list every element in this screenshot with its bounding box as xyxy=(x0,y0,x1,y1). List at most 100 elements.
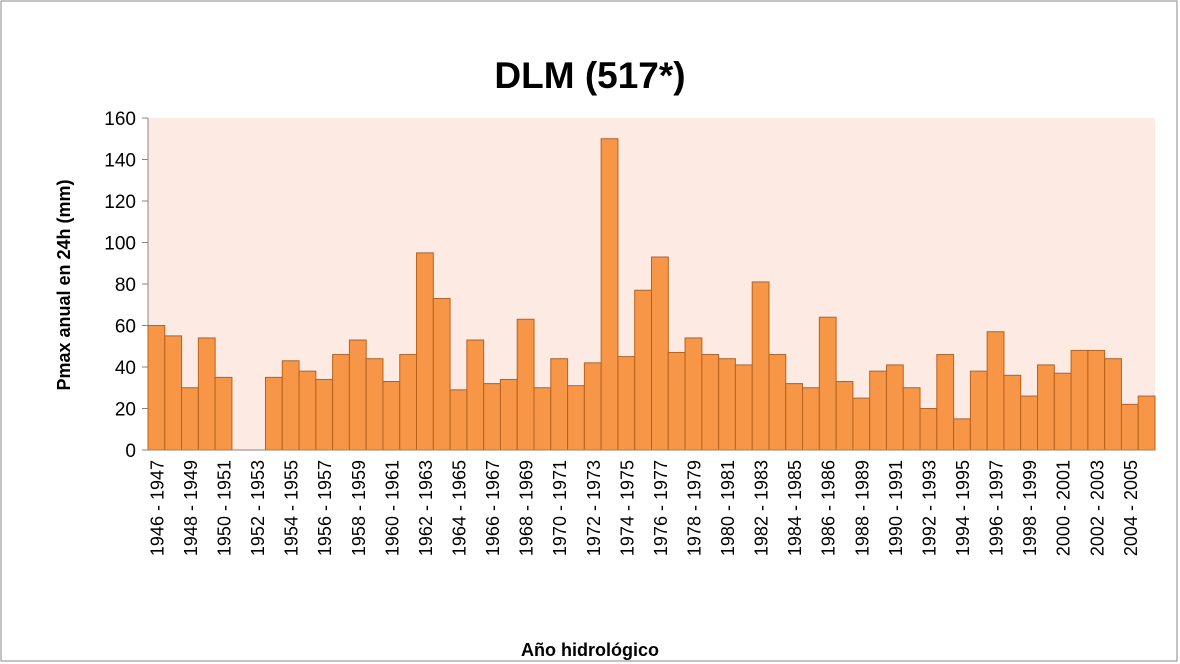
bar xyxy=(1104,358,1122,451)
bar xyxy=(567,385,585,451)
bar xyxy=(651,256,669,451)
bar xyxy=(1020,395,1039,451)
bar xyxy=(919,408,938,451)
bar xyxy=(751,281,770,451)
bar xyxy=(399,354,418,451)
bar xyxy=(667,351,686,451)
x-tick-label: 2002 - 2003 xyxy=(1087,460,1107,556)
x-tick-label: 1976 - 1977 xyxy=(651,460,671,556)
bar xyxy=(818,316,837,451)
x-tick-label: 1964 - 1965 xyxy=(449,460,469,556)
bar xyxy=(533,387,552,451)
y-tick-label: 60 xyxy=(115,317,136,338)
bar xyxy=(835,381,854,451)
x-tick-label: 1950 - 1951 xyxy=(215,460,235,556)
x-tick-label: 1962 - 1963 xyxy=(416,460,436,556)
x-tick-label: 1952 - 1953 xyxy=(248,460,268,556)
bar xyxy=(483,383,501,451)
x-tick-label: 1956 - 1957 xyxy=(315,460,335,556)
x-axis-label: Año hidrológico xyxy=(521,640,659,660)
y-tick-label: 40 xyxy=(115,358,136,379)
x-tick-label: 1980 - 1981 xyxy=(718,460,738,556)
bar xyxy=(1003,374,1022,451)
x-tick-label: 1978 - 1979 xyxy=(684,460,704,556)
x-tick-label: 1992 - 1993 xyxy=(919,460,939,556)
bar xyxy=(634,289,653,451)
bar xyxy=(516,318,535,451)
bar xyxy=(298,370,317,451)
bar xyxy=(718,358,736,451)
y-tick-label: 100 xyxy=(104,234,136,255)
bar xyxy=(382,381,401,451)
bar xyxy=(164,335,183,451)
x-tick-label: 1998 - 1999 xyxy=(1020,460,1040,556)
bar xyxy=(416,252,434,451)
bar xyxy=(1070,349,1089,451)
bar xyxy=(936,354,955,451)
x-tick-label: 1948 - 1949 xyxy=(181,460,201,556)
y-tick-label: 80 xyxy=(115,275,136,296)
bar xyxy=(902,387,921,451)
y-tick-label: 140 xyxy=(104,151,136,172)
bar xyxy=(869,370,887,451)
x-tick-label: 2004 - 2005 xyxy=(1121,460,1141,556)
x-tick-label: 1996 - 1997 xyxy=(987,460,1007,556)
x-tick-label: 1994 - 1995 xyxy=(953,460,973,556)
x-tick-label: 1988 - 1989 xyxy=(852,460,872,556)
bar xyxy=(332,354,350,451)
bar xyxy=(264,376,283,451)
y-tick-label: 160 xyxy=(104,109,136,130)
y-axis-label: Pmax anual en 24h (mm) xyxy=(54,179,74,390)
x-tick-label: 1954 - 1955 xyxy=(282,460,302,556)
x-tick-label: 1972 - 1973 xyxy=(584,460,604,556)
x-tick-label: 2000 - 2001 xyxy=(1054,460,1074,556)
bar xyxy=(1053,372,1072,451)
bar xyxy=(802,387,820,451)
bar xyxy=(583,362,602,451)
x-tick-label: 1946 - 1947 xyxy=(147,460,167,556)
x-tick-label: 1974 - 1975 xyxy=(617,460,637,556)
bar xyxy=(214,376,233,451)
bar xyxy=(734,364,753,451)
bar xyxy=(466,339,485,451)
bar xyxy=(499,378,518,451)
bar xyxy=(617,356,636,451)
y-tick-label: 0 xyxy=(125,441,136,462)
bar xyxy=(197,337,216,451)
bar xyxy=(684,337,703,451)
bar xyxy=(785,383,804,451)
x-tick-label: 1966 - 1967 xyxy=(483,460,503,556)
y-tick-label: 20 xyxy=(115,400,136,421)
x-tick-label: 1970 - 1971 xyxy=(550,460,570,556)
x-tick-label: 1982 - 1983 xyxy=(752,460,772,556)
bar xyxy=(986,331,1005,451)
bar xyxy=(147,325,166,451)
x-tick-label: 1990 - 1991 xyxy=(886,460,906,556)
x-tick-label: 1986 - 1986 xyxy=(819,460,839,556)
bar xyxy=(852,397,871,451)
bar xyxy=(550,358,569,451)
bar xyxy=(1087,349,1106,451)
bar xyxy=(348,339,367,451)
bar xyxy=(432,298,451,451)
bar xyxy=(1137,395,1156,451)
x-tick-label: 1968 - 1969 xyxy=(517,460,537,556)
bar xyxy=(281,360,300,451)
bar xyxy=(181,387,199,451)
bar xyxy=(953,418,971,451)
x-tick-label: 1960 - 1961 xyxy=(382,460,402,556)
y-tick-label: 120 xyxy=(104,192,136,213)
bar xyxy=(365,358,384,451)
chart-title: DLM (517*) xyxy=(494,55,685,96)
bar xyxy=(768,354,787,451)
bar xyxy=(449,389,468,451)
bar xyxy=(315,378,334,451)
bar xyxy=(701,354,720,451)
x-tick-label: 1984 - 1985 xyxy=(785,460,805,556)
bar xyxy=(600,138,619,451)
bar xyxy=(1120,403,1139,451)
bar xyxy=(885,364,904,451)
bar xyxy=(1037,364,1055,451)
x-tick-label: 1958 - 1959 xyxy=(349,460,369,556)
